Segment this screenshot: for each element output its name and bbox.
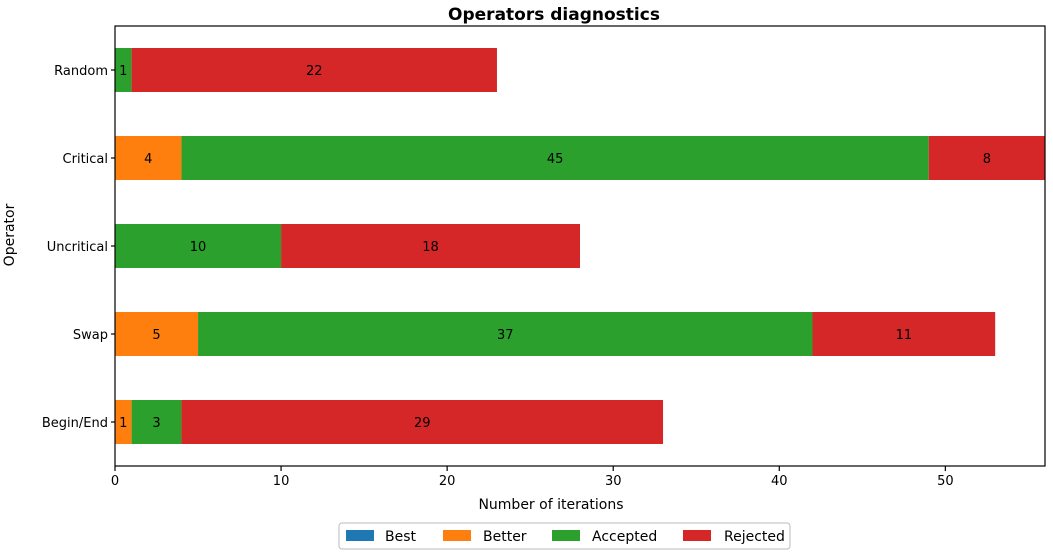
bar-label-uncritical-accepted: 10 — [190, 240, 207, 255]
y-axis-label: Operator — [2, 203, 18, 266]
y-tick-label-swap: Swap — [73, 328, 108, 343]
legend-swatch-rejected — [683, 530, 711, 541]
legend-swatch-better — [443, 530, 471, 541]
legend-swatch-accepted — [552, 530, 580, 541]
bar-label-critical-accepted: 45 — [547, 152, 564, 167]
y-tick-label-random: Random — [54, 64, 108, 79]
bar-random-rejected — [131, 48, 497, 92]
x-tick-label-30: 30 — [605, 474, 622, 489]
bar-label-begin-end-better: 1 — [119, 416, 127, 431]
legend-label-better: Better — [483, 529, 527, 545]
x-axis-label: Number of iterations — [478, 497, 623, 513]
bar-critical-rejected — [928, 136, 1045, 180]
y-tick-label-uncritical: Uncritical — [47, 240, 108, 255]
bar-label-begin-end-rejected: 29 — [414, 416, 431, 431]
bar-label-critical-better: 4 — [144, 152, 152, 167]
bar-begin-end-rejected — [181, 400, 664, 444]
bar-begin-end-accepted — [131, 400, 182, 444]
x-tick-label-10: 10 — [273, 474, 290, 489]
x-axis: 0 10 20 30 40 50 — [111, 466, 954, 489]
bar-begin-end-better — [115, 400, 132, 444]
x-tick-label-50: 50 — [937, 474, 954, 489]
y-axis: Random Critical Uncritical Swap Begin/End — [42, 64, 115, 431]
bar-uncritical-rejected — [281, 224, 580, 268]
legend-swatch-best — [346, 530, 374, 541]
legend: Best Better Accepted Rejected — [338, 522, 791, 550]
chart-title: Operators diagnostics — [448, 5, 660, 25]
bar-label-random-accepted: 1 — [119, 64, 127, 79]
bar-label-swap-rejected: 11 — [896, 328, 913, 343]
bar-label-random-rejected: 22 — [306, 64, 323, 79]
bar-swap-rejected — [812, 312, 996, 356]
bar-swap-accepted — [198, 312, 813, 356]
bar-random-accepted — [115, 48, 132, 92]
bar-label-critical-rejected: 8 — [983, 152, 991, 167]
legend-label-rejected: Rejected — [724, 529, 785, 545]
bar-critical-better — [115, 136, 182, 180]
y-tick-label-critical: Critical — [63, 152, 108, 167]
x-tick-label-0: 0 — [111, 474, 119, 489]
bar-label-swap-accepted: 37 — [497, 328, 514, 343]
bar-uncritical-accepted — [115, 224, 282, 268]
bar-label-swap-better: 5 — [152, 328, 160, 343]
legend-label-accepted: Accepted — [592, 529, 657, 545]
bar-critical-accepted — [181, 136, 929, 180]
bar-label-uncritical-rejected: 18 — [422, 240, 439, 255]
bars-layer — [115, 48, 1045, 444]
bar-label-begin-end-accepted: 3 — [152, 416, 160, 431]
bar-labels-layer: 1 224 45 810 185 37 111 3 29 — [119, 64, 991, 431]
x-tick-label-40: 40 — [771, 474, 788, 489]
y-tick-label-begin-end: Begin/End — [42, 416, 108, 431]
x-tick-label-20: 20 — [439, 474, 456, 489]
legend-label-best: Best — [385, 529, 417, 545]
bar-swap-better — [115, 312, 199, 356]
